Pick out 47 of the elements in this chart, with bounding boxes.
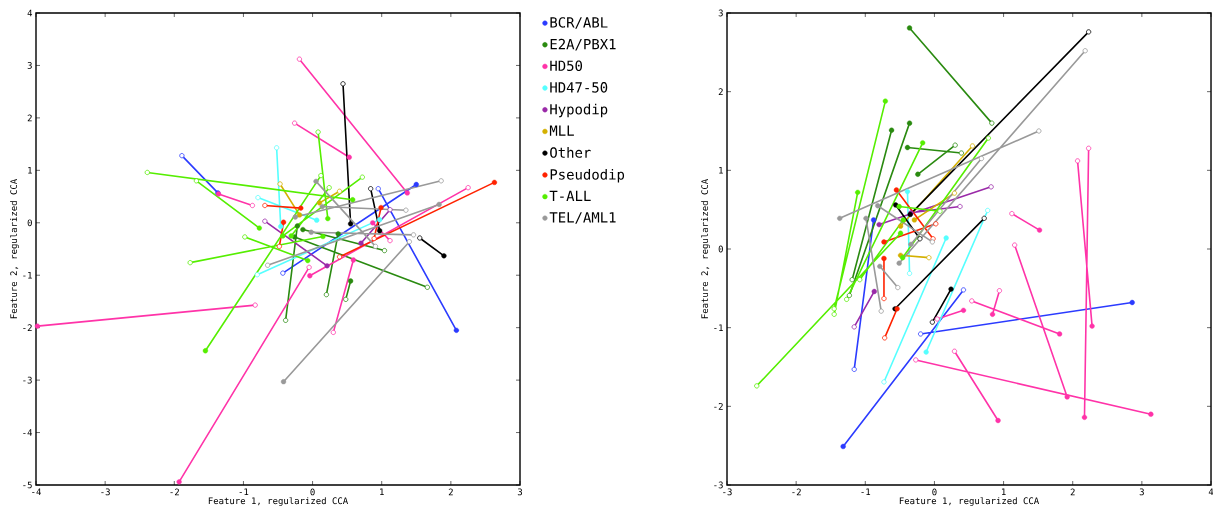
y-tick-label: -5: [23, 481, 32, 489]
x-tick-label: 3: [1139, 488, 1144, 496]
y-tick-label: -1: [23, 271, 32, 279]
y-tick-label: 3: [718, 9, 723, 17]
y-tick-label: -4: [23, 429, 33, 436]
y-tick-label: -3: [714, 481, 723, 489]
y-axis-title: Feature 2, regularized CCA: [10, 179, 19, 319]
y-tick-label: 0: [718, 245, 723, 253]
legend-label: HD47-50: [550, 82, 608, 93]
x-tick-label: -3: [101, 488, 110, 496]
x-tick-label: -3: [723, 488, 732, 496]
y-tick-label: 0: [27, 219, 32, 227]
x-tick-label: -1: [239, 488, 249, 496]
y-tick-label: -3: [23, 376, 32, 384]
x-tick-label: 0: [932, 488, 937, 496]
x-axis-title: Feature 1, regularized CCA: [208, 497, 348, 506]
x-tick-label: -2: [170, 488, 179, 496]
x-tick-label: -2: [792, 488, 801, 496]
legend-label: Pseudodip: [550, 168, 625, 183]
y-tick-label: -2: [23, 324, 32, 331]
legend-label: MLL: [549, 125, 574, 136]
x-tick-label: -1: [861, 488, 871, 496]
legend-label: Hypodip: [550, 103, 608, 118]
x-tick-label: 1: [1001, 488, 1006, 496]
legend-label: Other: [550, 147, 591, 158]
x-tick-label: 2: [448, 488, 453, 496]
legend-label: BCR/ABL: [550, 17, 608, 29]
legend-label: TEL/AML1: [549, 212, 616, 224]
x-axis-title: Feature 1, regularized CCA: [899, 497, 1040, 506]
y-axis-title: Feature 2, regularized CCA: [701, 179, 710, 319]
legend-label: E2A/PBX1: [550, 38, 616, 51]
x-tick-label: 0: [310, 488, 315, 496]
y-tick-label: -1: [714, 324, 723, 331]
x-tick-label: 2: [1070, 488, 1075, 496]
x-tick-label: 3: [517, 488, 523, 496]
y-tick-label: 4: [27, 9, 33, 17]
y-tick-label: 1: [28, 167, 32, 174]
legend-label: HD50: [550, 60, 583, 72]
y-tick-label: -2: [714, 403, 723, 410]
x-tick-label: 1: [380, 488, 384, 496]
y-tick-label: 1: [719, 167, 723, 174]
x-tick-label: 4: [1208, 488, 1213, 496]
y-tick-label: 2: [27, 114, 32, 122]
legend-label: T-ALL: [549, 190, 591, 201]
x-tick-label: -4: [32, 488, 41, 496]
y-tick-label: 3: [27, 62, 32, 69]
y-tick-label: 2: [718, 88, 723, 95]
